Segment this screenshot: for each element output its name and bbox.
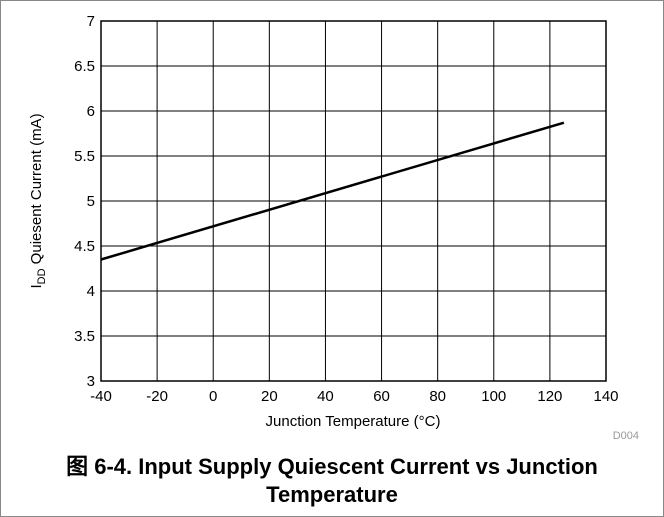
data-line [100, 121, 565, 261]
y-tick-label: 4 [87, 283, 95, 300]
y-tick-label: 4.5 [74, 238, 95, 255]
x-tick-label: 100 [481, 388, 506, 405]
y-label-subscript: DD [36, 268, 48, 284]
x-tick-label: 120 [537, 388, 562, 405]
x-tick-label: 80 [429, 388, 446, 405]
y-tick-label: 7 [87, 13, 95, 30]
x-tick-label: 60 [373, 388, 390, 405]
x-tick-label: 40 [317, 388, 334, 405]
plot-frame [100, 20, 607, 382]
x-tick-label: 0 [209, 388, 217, 405]
x-tick-label: 140 [593, 388, 618, 405]
y-tick-label: 3 [87, 373, 95, 390]
y-tick-label: 3.5 [74, 328, 95, 345]
y-label-main: I [28, 284, 45, 288]
figure-note: D004 [613, 430, 639, 442]
x-tick-label: 20 [261, 388, 278, 405]
chart: IDD Quiesent Current (mA) Junction Tempe… [28, 13, 639, 442]
x-tick-label: -20 [146, 388, 168, 405]
y-label-rest: Quiesent Current (mA) [28, 113, 45, 268]
y-tick-label: 5.5 [74, 148, 95, 165]
y-axis-label: IDD Quiesent Current (mA) [28, 113, 48, 288]
caption: 图 6-4. Input Supply Quiescent Current vs… [66, 454, 598, 507]
y-tick-label: 5 [87, 193, 95, 210]
x-tick-label: -40 [90, 388, 112, 405]
y-tick-label: 6.5 [74, 58, 95, 75]
y-tick-label: 6 [87, 103, 95, 120]
x-axis-label: Junction Temperature (°C) [266, 413, 441, 430]
